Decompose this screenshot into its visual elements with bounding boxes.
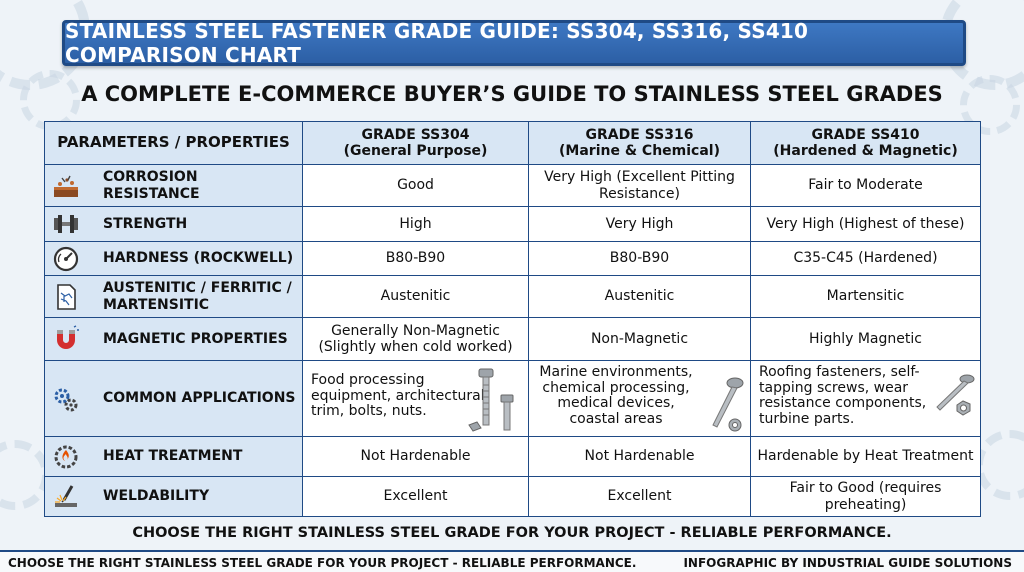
param-cell: COMMON APPLICATIONS: [44, 360, 303, 437]
header-ss304: GRADE SS304 (General Purpose): [302, 121, 529, 165]
cell-ss410: Martensitic: [750, 275, 981, 318]
cell-ss316: Marine environments, chemical processing…: [528, 360, 751, 437]
header-label: PARAMETERS / PROPERTIES: [57, 133, 290, 152]
table-row: HARDNESS (ROCKWELL) B80-B90 B80-B90 C35-…: [44, 241, 981, 276]
param-cell: HARDNESS (ROCKWELL): [44, 241, 303, 276]
application-text: Marine environments, chemical processing…: [539, 364, 693, 428]
cell-ss410: Fair to Good (requires preheating): [750, 476, 981, 517]
header-label: GRADE SS316: [585, 126, 694, 143]
gauge-icon: [51, 244, 81, 274]
table-row: HEAT TREATMENT Not Hardenable Not Harden…: [44, 436, 981, 477]
nut-and-screw-image-icon: [936, 374, 975, 416]
param-label: CORROSION RESISTANCE: [103, 169, 200, 202]
cell-ss410: Highly Magnetic: [750, 317, 981, 361]
param-label: STRENGTH: [103, 215, 188, 232]
page-subtitle: A COMPLETE E-COMMERCE BUYER’S GUIDE TO S…: [81, 82, 943, 106]
param-label: MAGNETIC PROPERTIES: [103, 330, 288, 347]
application-text: Roofing fasteners, self-tapping screws, …: [759, 364, 927, 428]
param-cell: AUSTENITIC / FERRITIC / MARTENSITIC: [44, 275, 303, 318]
cell-ss316: Not Hardenable: [528, 436, 751, 477]
heat-gear-icon: [51, 442, 81, 472]
table-row: MAGNETIC PROPERTIES Generally Non-Magnet…: [44, 317, 981, 361]
cell-ss304: B80-B90: [302, 241, 529, 276]
application-text: Food processing equipment, architectural…: [311, 372, 485, 420]
cell-ss316: Excellent: [528, 476, 751, 517]
param-cell: WELDABILITY: [44, 476, 303, 517]
header-ss410: GRADE SS410 (Hardened & Magnetic): [750, 121, 981, 165]
cell-ss316: Austenitic: [528, 275, 751, 318]
param-cell: MAGNETIC PROPERTIES: [44, 317, 303, 361]
cell-ss410: Very High (Highest of these): [750, 206, 981, 242]
cell-ss316: Very High (Excellent Pitting Resistance): [528, 164, 751, 207]
bottom-tagline: CHOOSE THE RIGHT STAINLESS STEEL GRADE F…: [132, 525, 892, 541]
background-gear-icon: [975, 430, 1024, 500]
cell-ss304: Good: [302, 164, 529, 207]
gears-icon: [51, 384, 81, 414]
cell-ss316: Very High: [528, 206, 751, 242]
table-row: WELDABILITY Excellent Excellent Fair to …: [44, 476, 981, 517]
title-banner: STAINLESS STEEL FASTENER GRADE GUIDE: SS…: [62, 19, 966, 67]
table-row: CORROSION RESISTANCE Good Very High (Exc…: [44, 164, 981, 207]
header-sub: (General Purpose): [343, 143, 488, 159]
table-row: STRENGTH High Very High Very High (Highe…: [44, 206, 981, 242]
cell-ss316: Non-Magnetic: [528, 317, 751, 361]
table-row: COMMON APPLICATIONS Food processing equi…: [44, 360, 981, 437]
param-label: HARDNESS (ROCKWELL): [103, 250, 294, 267]
param-label: AUSTENITIC / FERRITIC / MARTENSITIC: [103, 280, 292, 313]
cell-ss304: Not Hardenable: [302, 436, 529, 477]
cell-ss410: Fair to Moderate: [750, 164, 981, 207]
param-cell: HEAT TREATMENT: [44, 436, 303, 477]
cell-ss304: Excellent: [302, 476, 529, 517]
param-cell: CORROSION RESISTANCE: [44, 164, 303, 207]
header-sub: (Hardened & Magnetic): [773, 143, 958, 159]
table-row: AUSTENITIC / FERRITIC / MARTENSITIC Aust…: [44, 275, 981, 318]
background-gear-icon: [0, 440, 50, 510]
param-cell: STRENGTH: [44, 206, 303, 242]
footer-credit: INFOGRAPHIC BY INDUSTRIAL GUIDE SOLUTION…: [683, 556, 1012, 570]
table-header-row: PARAMETERS / PROPERTIES GRADE SS304 (Gene…: [44, 121, 981, 165]
magnet-icon: [51, 324, 81, 354]
bolt-image-icon: [468, 368, 514, 432]
cell-ss410: C35-C45 (Hardened): [750, 241, 981, 276]
microstructure-document-icon: [51, 282, 81, 312]
dumbbell-icon: [51, 209, 81, 239]
cell-ss316: B80-B90: [528, 241, 751, 276]
header-label: GRADE SS410: [811, 126, 920, 143]
param-label: WELDABILITY: [103, 488, 210, 505]
cell-ss410: Hardenable by Heat Treatment: [750, 436, 981, 477]
page-title: STAINLESS STEEL FASTENER GRADE GUIDE: SS…: [65, 19, 809, 67]
cell-ss410: Roofing fasteners, self-tapping screws, …: [750, 360, 981, 437]
welding-icon: [51, 482, 81, 512]
cell-ss304: Generally Non-Magnetic (Slightly when co…: [302, 317, 529, 361]
header-ss316: GRADE SS316 (Marine & Chemical): [528, 121, 751, 165]
comparison-table: PARAMETERS / PROPERTIES GRADE SS304 (Gene…: [44, 121, 981, 517]
param-label: COMMON APPLICATIONS: [103, 390, 296, 407]
header-sub: (Marine & Chemical): [559, 143, 720, 159]
background-gear-icon: [960, 75, 1020, 135]
param-label: HEAT TREATMENT: [103, 448, 243, 465]
cell-ss304: Austenitic: [302, 275, 529, 318]
cell-ss304: High: [302, 206, 529, 242]
footer: CHOOSE THE RIGHT STAINLESS STEEL GRADE F…: [0, 550, 1024, 572]
header-label: GRADE SS304: [361, 126, 470, 143]
header-parameters: PARAMETERS / PROPERTIES: [44, 121, 303, 165]
screw-image-icon: [712, 377, 744, 432]
footer-left-text: CHOOSE THE RIGHT STAINLESS STEEL GRADE F…: [8, 556, 637, 570]
cell-ss304: Food processing equipment, architectural…: [302, 360, 529, 437]
rusted-surface-icon: [51, 171, 81, 201]
